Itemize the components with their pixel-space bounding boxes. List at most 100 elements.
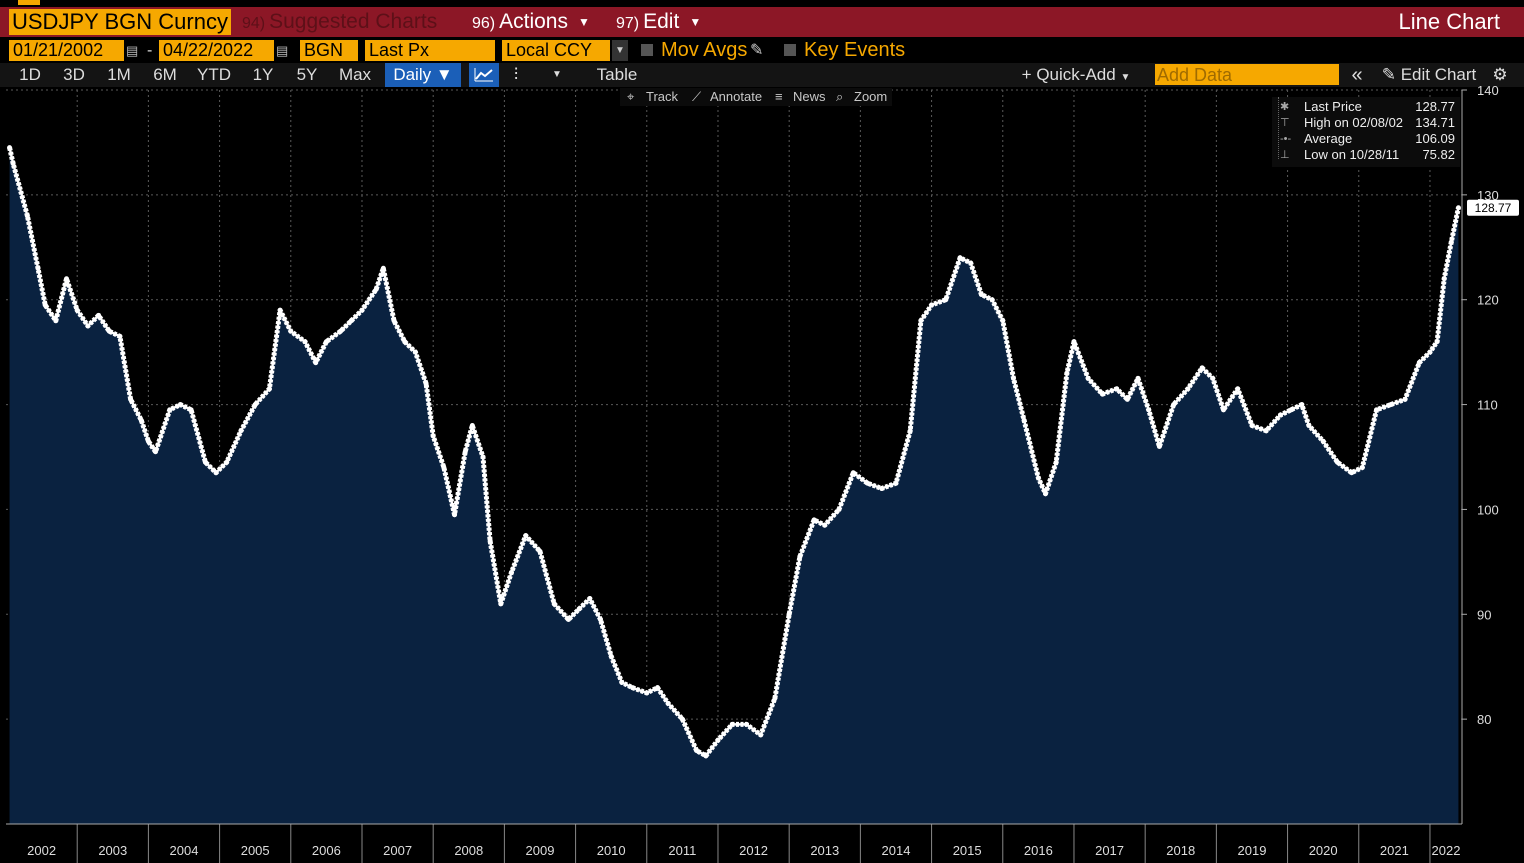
chevron-down-icon[interactable]: ▼ (612, 40, 628, 61)
period-ytd-button[interactable]: YTD (197, 65, 231, 84)
data-point (1099, 391, 1105, 397)
mov-avgs-checkbox[interactable] (641, 44, 653, 56)
data-point (177, 402, 183, 408)
data-point (1085, 375, 1091, 381)
data-point (989, 297, 995, 303)
period-6m-button[interactable]: 6M (153, 65, 177, 84)
data-point (85, 323, 91, 329)
data-point (202, 459, 208, 465)
pencil-icon[interactable]: ✎ (750, 42, 764, 59)
edit-chart-button[interactable]: ✎ Edit Chart (1374, 63, 1484, 87)
data-point (1320, 438, 1326, 444)
table-button[interactable]: Table (596, 65, 638, 84)
x-tick-label: 2007 (383, 843, 412, 858)
field-selector[interactable]: Last Px (365, 40, 495, 61)
y-tick-label: 80 (1477, 712, 1491, 727)
data-point (1359, 464, 1365, 470)
data-point (1455, 205, 1461, 211)
data-point (1416, 360, 1422, 366)
period-5y-button[interactable]: 5Y (296, 65, 318, 84)
high-icon: ⊤ (1280, 117, 1290, 129)
data-point (1124, 396, 1130, 402)
data-point (565, 617, 571, 623)
crosshair-icon[interactable]: ⌖ (627, 89, 635, 104)
line-chart-icon[interactable] (469, 63, 499, 87)
data-point (53, 318, 59, 324)
quick-add-label: Quick-Add (1036, 65, 1116, 84)
price-area (7, 145, 1461, 824)
edit-label: Edit (643, 10, 680, 33)
x-tick-label: 2003 (98, 843, 127, 858)
zoom-icon[interactable]: ⌕ (836, 89, 844, 104)
period-max-button[interactable]: Max (338, 65, 372, 84)
gear-icon[interactable]: ⚙ (1492, 65, 1508, 84)
period-1y-button[interactable]: 1Y (252, 65, 274, 84)
actions-number: 96) (472, 15, 496, 32)
x-tick-label: 2005 (241, 843, 270, 858)
star-icon: ✱ (1280, 101, 1290, 113)
end-date-field[interactable]: 04/22/2022 (159, 40, 274, 61)
data-point (391, 318, 397, 324)
source-field[interactable]: BGN (300, 40, 358, 61)
legend-average-label: Average (1304, 131, 1353, 146)
annotate-tool[interactable]: Annotate (710, 89, 763, 104)
suggested-charts-menu[interactable]: 94) Suggested Charts (236, 7, 462, 37)
period-3d-button[interactable]: 3D (63, 65, 85, 84)
data-point (224, 459, 230, 465)
frequency-dropdown[interactable]: Daily ▼ (385, 63, 461, 87)
zoom-tool[interactable]: Zoom (854, 89, 888, 104)
currency-selector[interactable]: Local CCY (502, 40, 610, 61)
top-status-strip (0, 0, 1524, 7)
data-point (879, 485, 885, 491)
start-date-field[interactable]: 01/21/2002 (9, 40, 124, 61)
data-point (1349, 470, 1355, 476)
chart-type-title: Line Chart (1398, 9, 1500, 34)
candlestick-icon[interactable]: ⫶ (513, 65, 519, 84)
data-point (630, 685, 636, 691)
chevron-down-icon[interactable]: ▼ (552, 69, 562, 80)
annotate-icon[interactable]: ⟋ (692, 89, 702, 104)
data-point (822, 522, 828, 528)
data-point (523, 533, 529, 539)
data-point (1235, 386, 1241, 392)
data-point (654, 685, 660, 691)
news-tool[interactable]: News (793, 89, 826, 104)
calendar-icon[interactable]: ▤ (126, 43, 139, 58)
data-point (167, 407, 173, 413)
collapse-icon[interactable]: « (1351, 64, 1363, 86)
calendar-icon[interactable]: ▤ (276, 43, 289, 58)
legend-last-value: 128.77 (1415, 99, 1455, 114)
edit-number: 97) (616, 15, 640, 32)
track-tool[interactable]: Track (646, 89, 679, 104)
news-icon[interactable]: ≡ (775, 89, 783, 104)
x-tick-label: 2018 (1166, 843, 1195, 858)
frequency-label: Daily (393, 65, 432, 84)
edit-menu[interactable]: 97) Edit ▼ (610, 7, 714, 37)
chart-tools-bar: ⌖ Track ⟋ Annotate ≡ News ⌕ Zoom (620, 88, 892, 106)
add-data-input[interactable]: Add Data (1155, 64, 1339, 85)
period-1d-button[interactable]: 1D (19, 65, 41, 84)
data-point (1053, 459, 1059, 465)
key-events-label: Key Events (804, 39, 906, 61)
average-icon: -•- (1280, 133, 1292, 145)
key-events-checkbox[interactable] (784, 44, 796, 56)
quick-add-button[interactable]: + Quick-Add ▼ (1012, 63, 1140, 87)
period-1m-button[interactable]: 1M (107, 65, 131, 84)
data-point (864, 480, 870, 486)
data-point (441, 464, 447, 470)
y-tick-label: 130 (1477, 188, 1499, 203)
data-point (1299, 402, 1305, 408)
actions-label: Actions (499, 10, 568, 33)
chevron-down-icon: ▼ (1120, 72, 1131, 83)
data-point (957, 255, 963, 261)
line-chart-glyph (474, 68, 493, 82)
x-tick-label: 2017 (1095, 843, 1124, 858)
data-point (266, 386, 272, 392)
ticker-field[interactable]: USDJPY BGN Curncy (9, 9, 231, 35)
x-tick-label: 2019 (1238, 843, 1267, 858)
actions-menu[interactable]: 96) Actions ▼ (466, 7, 606, 37)
data-point (380, 265, 386, 271)
y-tick-label: 120 (1477, 293, 1499, 308)
data-point (1220, 407, 1226, 413)
